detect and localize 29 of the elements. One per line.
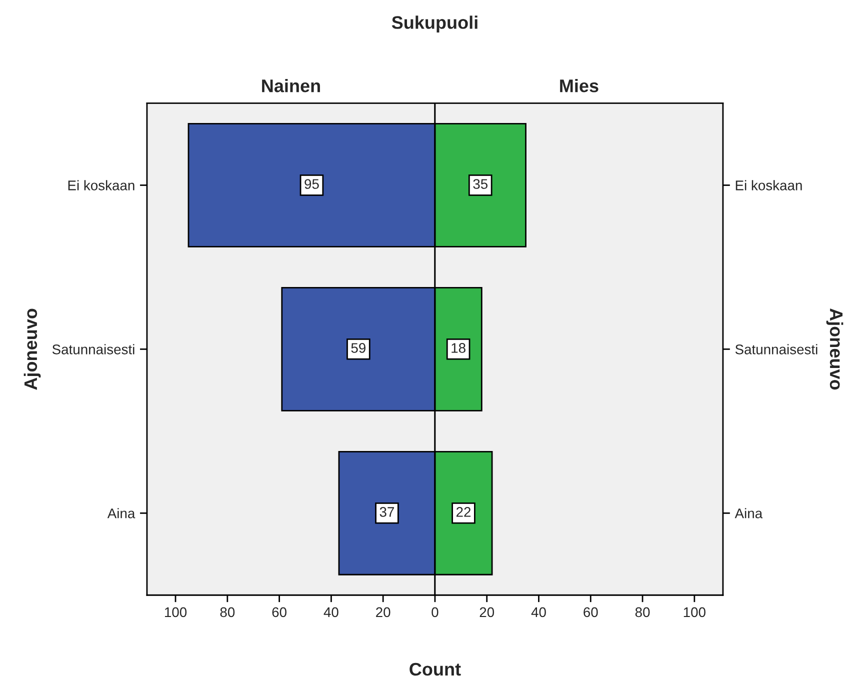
y-tick-label: Satunnaisesti [52,344,134,354]
text: Sukupuoli [392,16,478,32]
data-label: 18 [452,343,466,353]
x-tick-label: 0 [432,607,438,618]
chart-title: Mies [560,79,598,92]
y-tick-label: Aina [107,508,136,518]
y-tick-label: Aina [734,508,763,518]
y-tick-label: Ei koskaan [736,180,802,190]
x-tick-label: 40 [531,607,546,618]
x-axis-title: Count [410,662,461,676]
x-tick-label: 40 [324,607,338,618]
x-tick-label: 20 [480,607,494,618]
chart-title: Nainen [262,79,320,92]
data-label: 35 [473,179,488,189]
data-label: 95 [304,179,319,189]
y-tick-label: Satunnaisesti [735,344,818,354]
x-tick-label: 60 [272,607,286,618]
data-label: 37 [380,507,394,517]
y-axis-title: Ajoneuvo [826,308,844,390]
data-label: 22 [456,507,471,517]
data-label: 59 [351,343,366,353]
y-tick-label: Ei koskaan [68,180,134,190]
x-tick-label: 100 [684,607,706,618]
y-axis-title: Ajoneuvo [24,308,41,390]
x-tick-label: 60 [584,607,598,618]
x-tick-label: 20 [376,607,390,618]
x-tick-label: 80 [220,607,235,618]
x-tick-label: 80 [635,607,650,618]
x-tick-label: 100 [164,607,187,618]
